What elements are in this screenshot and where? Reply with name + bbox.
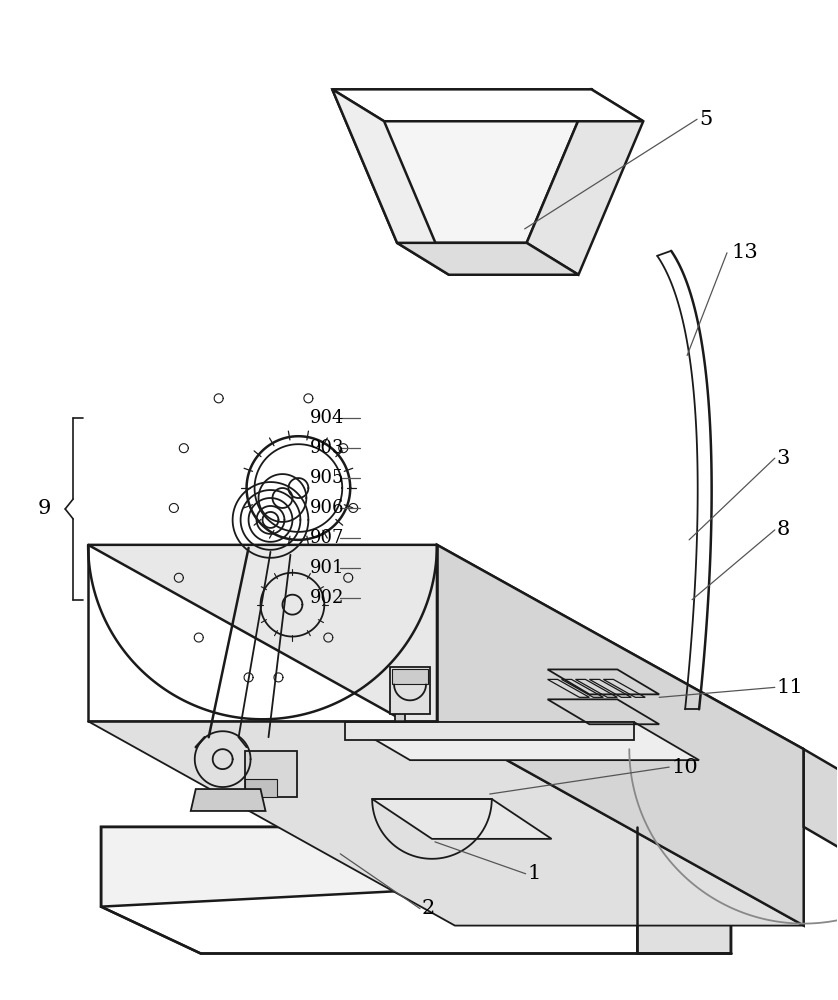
Polygon shape <box>561 679 603 697</box>
Polygon shape <box>191 789 266 811</box>
Polygon shape <box>397 243 578 275</box>
Polygon shape <box>345 722 634 740</box>
Text: 907: 907 <box>310 529 344 547</box>
Text: 905: 905 <box>310 469 344 487</box>
Text: 3: 3 <box>777 449 790 468</box>
Polygon shape <box>576 679 618 697</box>
Polygon shape <box>392 669 428 684</box>
Polygon shape <box>526 89 644 275</box>
Text: 11: 11 <box>777 678 804 697</box>
Polygon shape <box>333 89 449 275</box>
Polygon shape <box>245 779 277 797</box>
Polygon shape <box>589 679 631 697</box>
Polygon shape <box>637 827 731 953</box>
Text: 9: 9 <box>38 499 51 518</box>
Text: 5: 5 <box>699 110 712 129</box>
Text: 902: 902 <box>310 589 344 607</box>
Text: 1: 1 <box>528 864 541 883</box>
Text: 906: 906 <box>310 499 345 517</box>
Text: 903: 903 <box>310 439 345 457</box>
Polygon shape <box>345 722 699 760</box>
Text: 904: 904 <box>310 409 344 427</box>
Polygon shape <box>88 545 804 749</box>
Polygon shape <box>333 89 592 243</box>
Text: 2: 2 <box>422 899 435 918</box>
Text: 10: 10 <box>671 758 698 777</box>
Polygon shape <box>603 679 645 697</box>
Polygon shape <box>245 751 297 797</box>
Polygon shape <box>391 667 430 714</box>
Polygon shape <box>395 672 405 722</box>
Polygon shape <box>804 749 838 862</box>
Polygon shape <box>88 721 804 926</box>
Text: 901: 901 <box>310 559 345 577</box>
Text: 8: 8 <box>777 520 790 539</box>
Polygon shape <box>547 679 589 697</box>
Text: 13: 13 <box>731 243 758 262</box>
Polygon shape <box>333 89 644 121</box>
Polygon shape <box>437 545 804 926</box>
Polygon shape <box>101 827 731 907</box>
Polygon shape <box>372 799 551 839</box>
